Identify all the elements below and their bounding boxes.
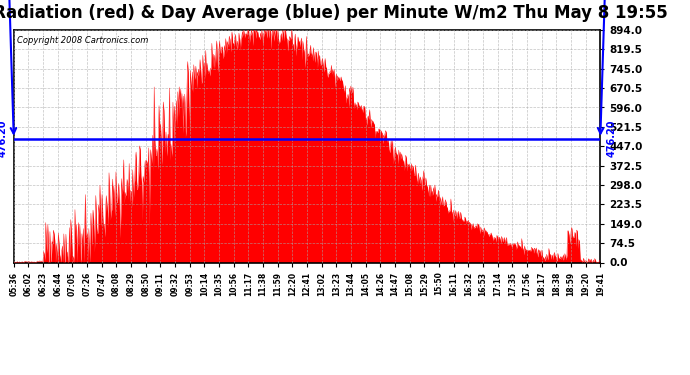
Text: Copyright 2008 Cartronics.com: Copyright 2008 Cartronics.com (17, 36, 148, 45)
Text: 476.20: 476.20 (606, 120, 616, 158)
Text: Solar Radiation (red) & Day Average (blue) per Minute W/m2 Thu May 8 19:55: Solar Radiation (red) & Day Average (blu… (0, 4, 668, 22)
Text: 476.20: 476.20 (0, 120, 8, 158)
